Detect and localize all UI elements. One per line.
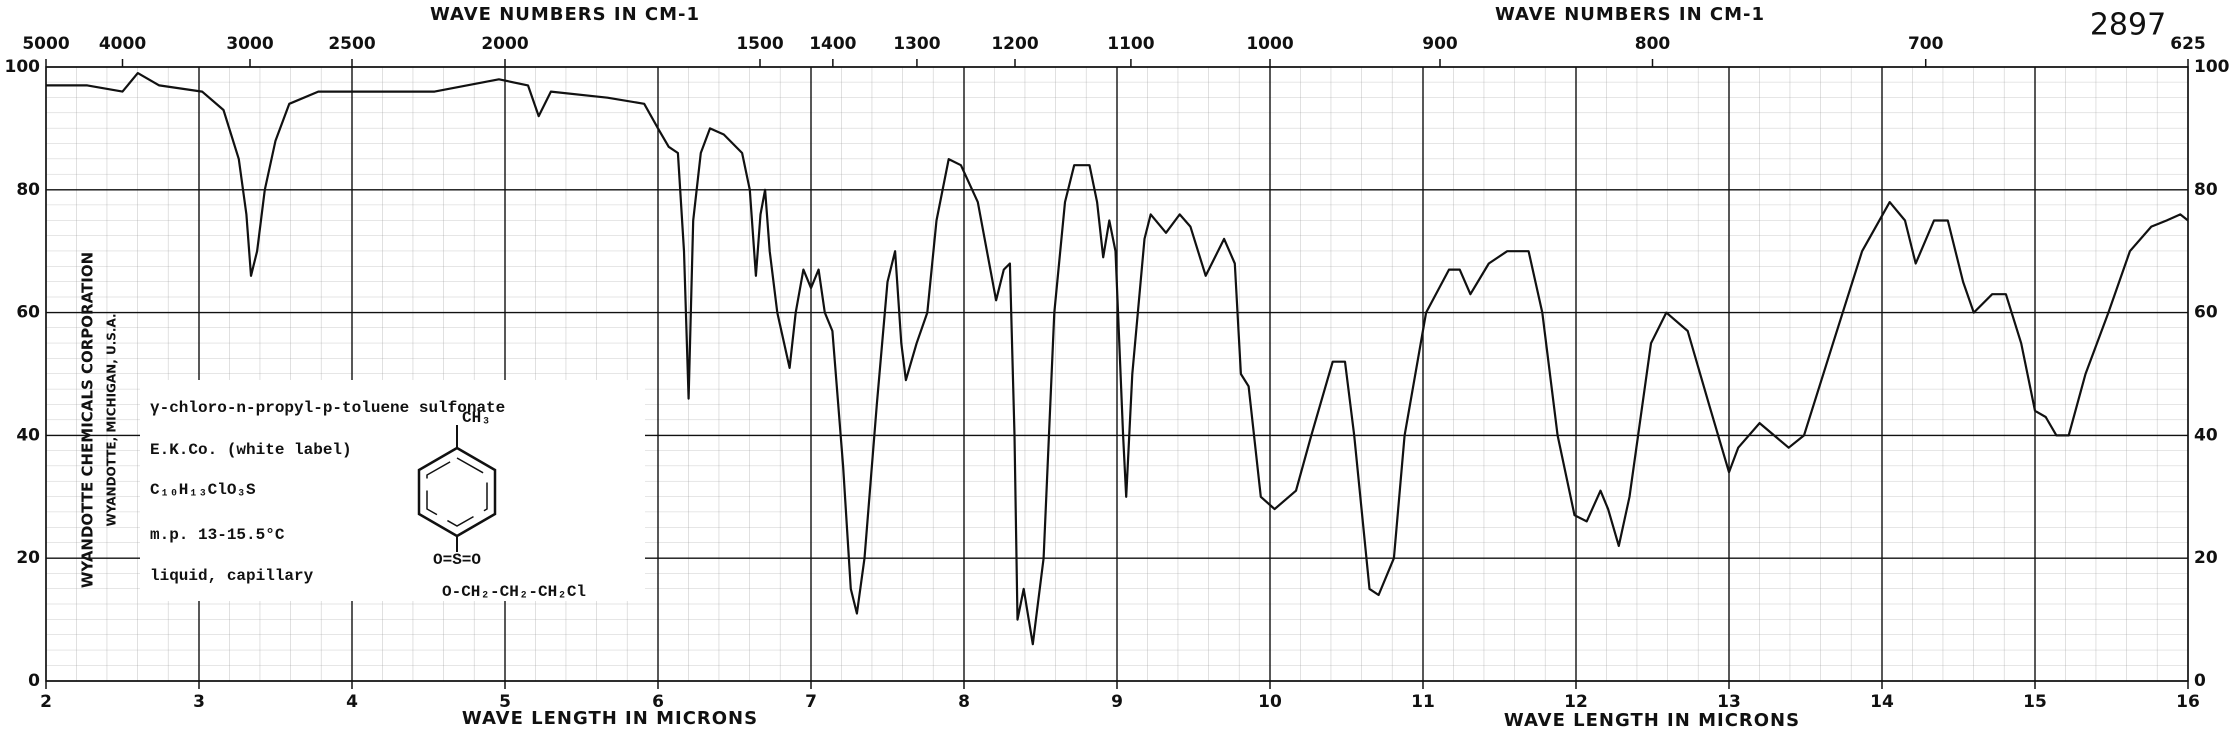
y2-tick-label: 60	[2194, 303, 2218, 323]
y2-tick-label: 100	[2194, 57, 2230, 77]
x-tick-label: 4	[346, 692, 358, 712]
x2-tick-label: 900	[1422, 34, 1458, 54]
x2-tick-label: 1200	[991, 34, 1038, 54]
x-tick-label: 2	[40, 692, 52, 712]
x2-tick-label: 1400	[809, 34, 856, 54]
annotation: C₁₀H₁₃ClO₃S	[150, 481, 256, 499]
y-tick-label: 80	[16, 180, 40, 200]
side-text: WYANDOTTE CHEMICALS CORPORATION	[79, 252, 97, 588]
x2-tick-label: 625	[2170, 34, 2206, 54]
x2-axis-label: WAVE NUMBERS IN CM-1	[430, 4, 700, 25]
x-tick-label: 15	[2023, 692, 2047, 712]
x-tick-label: 7	[805, 692, 817, 712]
y-tick-label: 0	[28, 671, 40, 691]
x-tick-label: 9	[1111, 692, 1123, 712]
annotation: liquid, capillary	[150, 567, 314, 585]
label-box-background	[140, 380, 645, 601]
x2-tick-label: 5000	[22, 34, 69, 54]
spectrum-line	[46, 72, 2189, 646]
x2-tick-label: 1500	[736, 34, 783, 54]
x-tick-label: 8	[958, 692, 970, 712]
x2-axis-label: WAVE NUMBERS IN CM-1	[1495, 4, 1765, 25]
structure-label: CH₃	[462, 409, 491, 427]
x-axis-label: WAVE LENGTH IN MICRONS	[1504, 710, 1800, 729]
x-tick-label: 16	[2176, 692, 2200, 712]
x2-tick-label: 700	[1908, 34, 1944, 54]
x-tick-label: 6	[652, 692, 664, 712]
x-tick-label: 12	[1564, 692, 1588, 712]
annotation: γ-chloro-n-propyl-p-toluene sulfonate	[150, 399, 505, 417]
x-tick-label: 5	[499, 692, 511, 712]
x2-tick-label: 800	[1635, 34, 1671, 54]
x2-tick-label: 2000	[481, 34, 528, 54]
x-tick-label: 3	[193, 692, 205, 712]
spectrum-number: 2897	[2090, 8, 2166, 43]
x-tick-label: 10	[1258, 692, 1282, 712]
x2-tick-label: 4000	[99, 34, 146, 54]
side-text: WYANDOTTE, MICHIGAN, U.S.A.	[105, 313, 119, 526]
x2-tick-label: 1000	[1246, 34, 1293, 54]
y-tick-label: 40	[16, 425, 40, 445]
x2-tick-label: 3000	[226, 34, 273, 54]
annotation: E.K.Co. (white label)	[150, 441, 352, 459]
label-box: γ-chloro-n-propyl-p-toluene sulfonate E.…	[140, 380, 645, 601]
x2-tick-label: 1300	[893, 34, 940, 54]
x2-tick-label: 1100	[1107, 34, 1154, 54]
y2-tick-label: 40	[2194, 425, 2218, 445]
y2-tick-label: 20	[2194, 548, 2218, 568]
x2-tick-label: 2500	[328, 34, 375, 54]
x-tick-label: 13	[1717, 692, 1741, 712]
structure-label: O-CH₂-CH₂-CH₂Cl	[442, 583, 586, 601]
y-tick-label: 60	[16, 303, 40, 323]
y2-tick-label: 80	[2194, 180, 2218, 200]
y-tick-label: 20	[16, 548, 40, 568]
y-tick-label: 100	[5, 57, 41, 77]
x-axis-label: WAVE LENGTH IN MICRONS	[462, 708, 758, 729]
x-tick-label: 11	[1411, 692, 1435, 712]
annotation: m.p. 13-15.5°C	[150, 526, 285, 544]
y2-tick-label: 0	[2194, 671, 2206, 691]
x-tick-label: 14	[1870, 692, 1894, 712]
benzene-inner	[426, 457, 488, 527]
structure-label: O=S=O	[433, 551, 481, 569]
